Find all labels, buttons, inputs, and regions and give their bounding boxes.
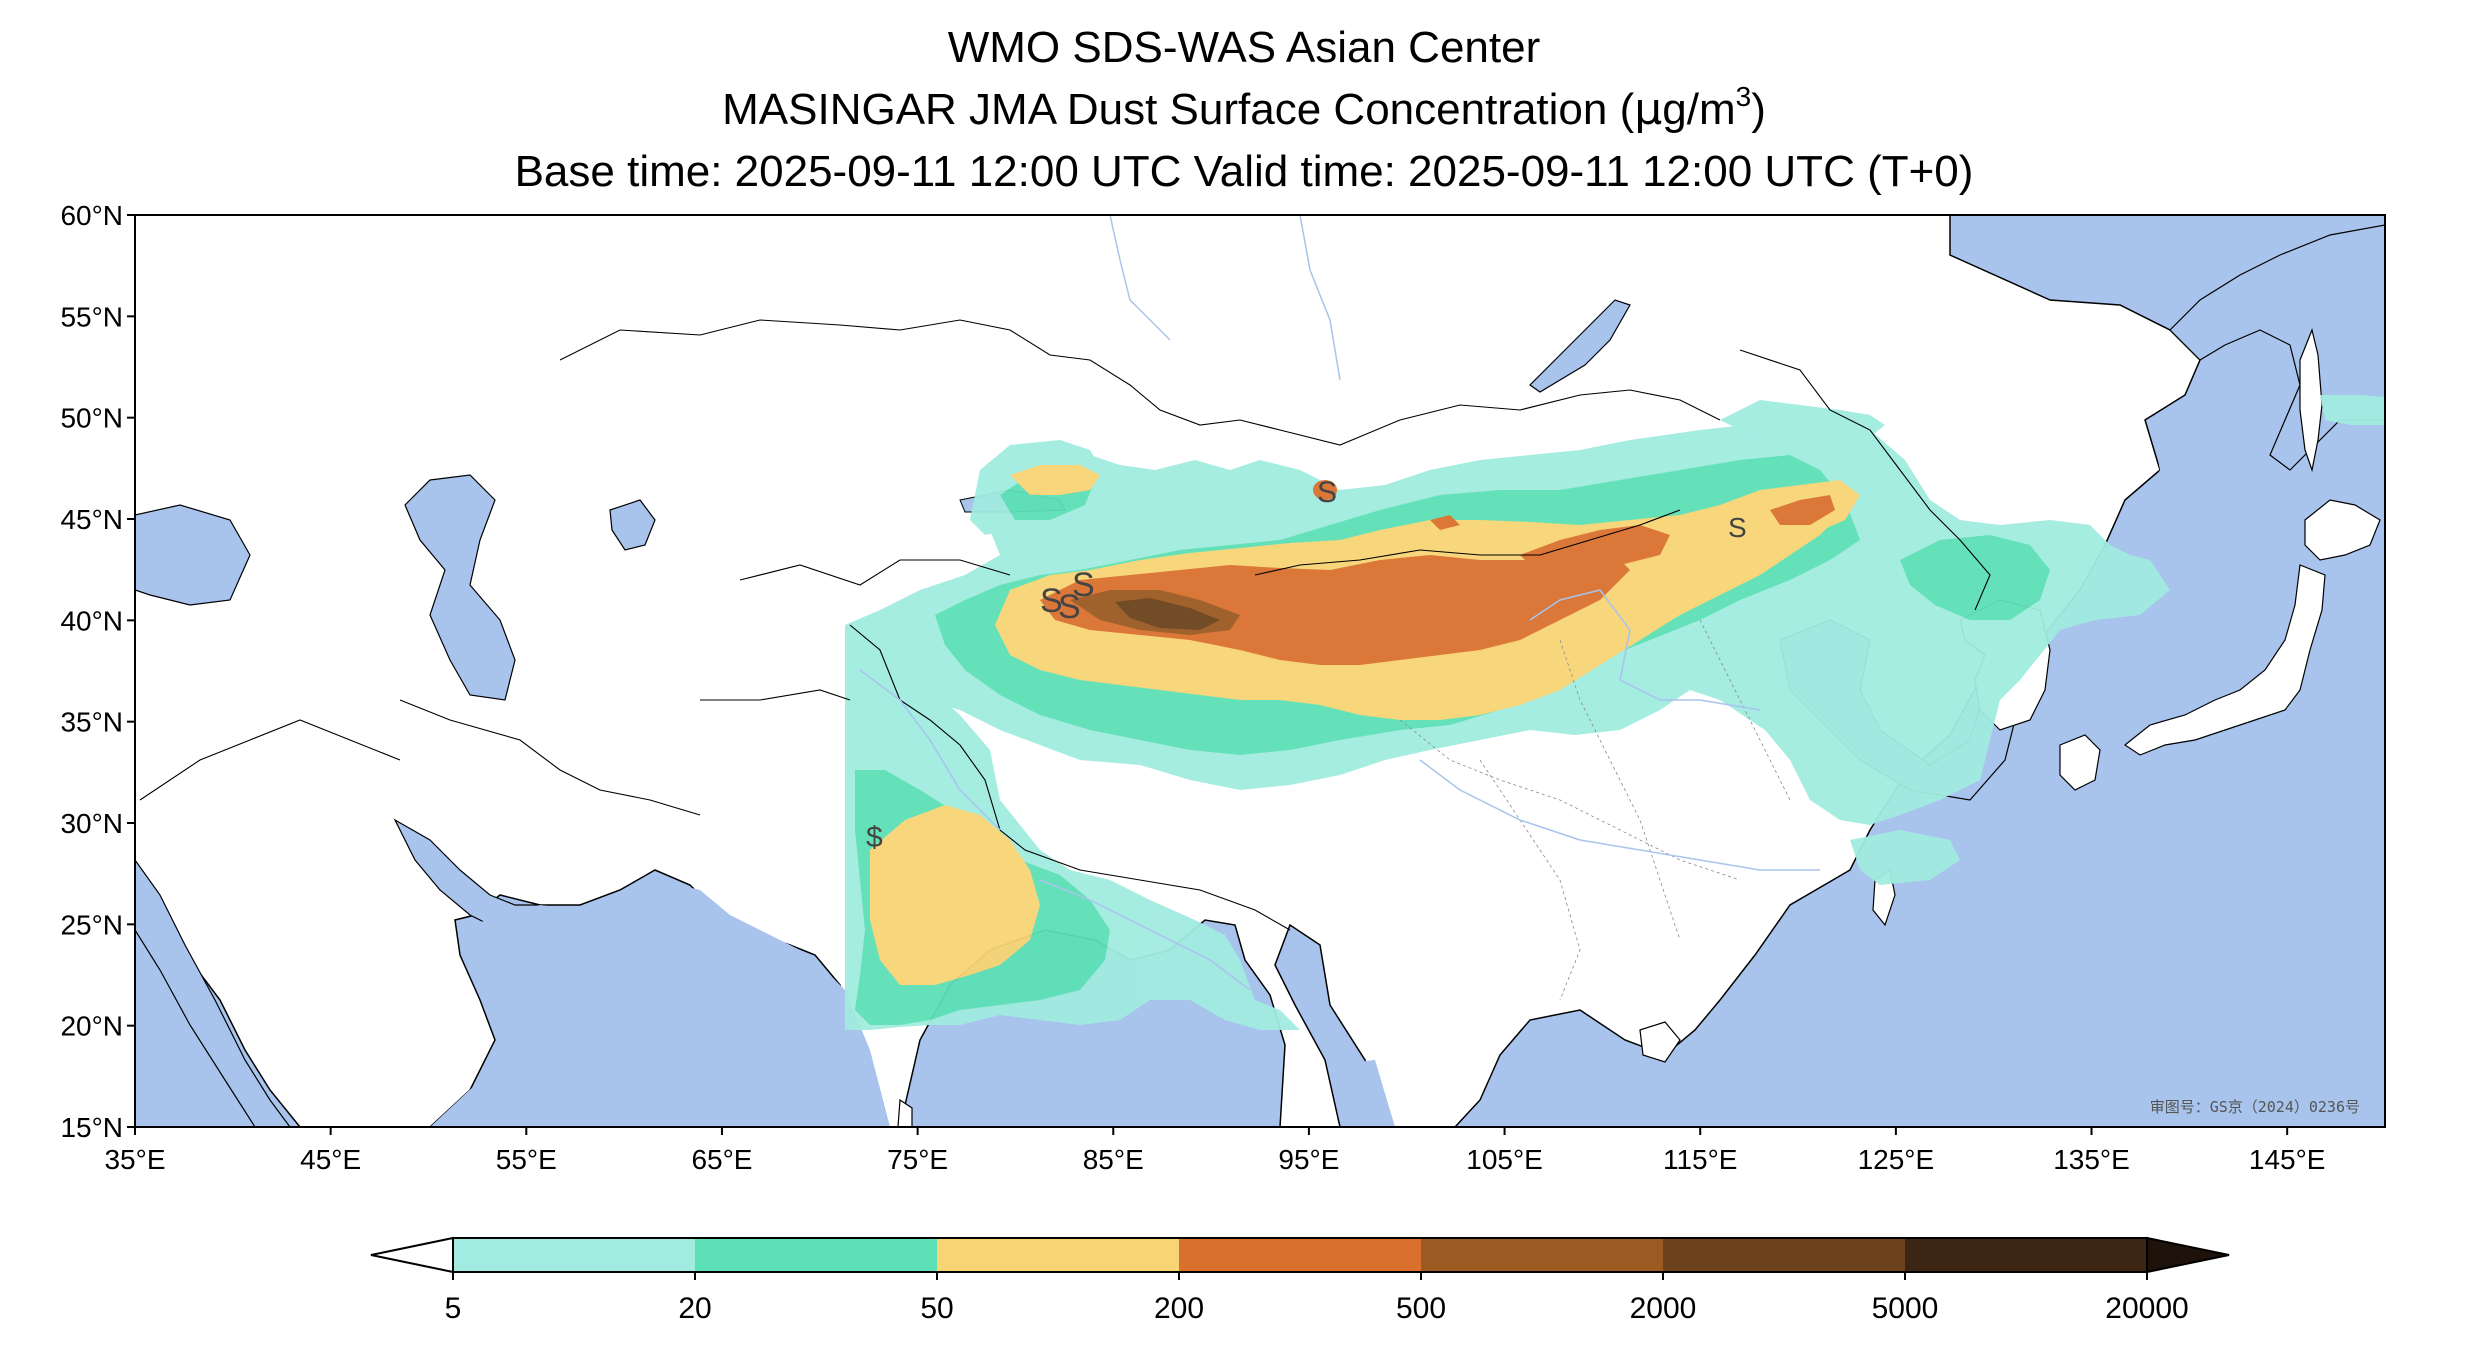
subtitle-unit: g/m (1662, 85, 1736, 134)
sri-lanka (897, 1098, 913, 1127)
dust-level-5-20-pacific (1850, 395, 2385, 885)
lon-tick-label: 55°E (496, 1144, 557, 1175)
storm-symbol: S (1040, 582, 1063, 620)
dust-storm-symbols: S S S S S $ (866, 476, 1747, 854)
lat-tick-label: 30°N (60, 808, 123, 839)
map-title: WMO SDS-WAS Asian Center (947, 23, 1541, 72)
approval-number: 审图号：GS京（2024）0236号 (2150, 1098, 2360, 1116)
arabian-sea (430, 880, 890, 1127)
lat-tick-label: 25°N (60, 909, 123, 940)
map-frame (134, 214, 2386, 1128)
subtitle-mu: μ (1634, 84, 1663, 135)
map-subtitle: MASINGAR JMA Dust Surface Concentration … (0, 81, 2488, 136)
rivers (859, 215, 1820, 991)
colorbar-tick-label: 20 (678, 1292, 711, 1325)
dust-concentration-field (845, 395, 2385, 1030)
lat-tick-label: 40°N (60, 605, 123, 636)
colorbar-over-extension (2146, 1236, 2230, 1274)
lon-tick-label: 145°E (2249, 1144, 2326, 1175)
lat-tick-label: 50°N (60, 403, 123, 434)
colorbar-segment (1905, 1238, 2148, 1272)
sakhalin-island (2299, 328, 2323, 473)
colorbar-tick-label: 200 (1154, 1292, 1204, 1325)
map-area: S S S S S $ (135, 215, 2385, 1127)
storm-symbol: S (1728, 512, 1747, 543)
red-sea (135, 858, 291, 1127)
subtitle-prefix: MASINGAR JMA Dust Surface Concentration … (722, 85, 1635, 134)
storm-symbol: $ (866, 821, 883, 854)
lat-tick-label: 55°N (60, 301, 123, 332)
lon-tick-label: 35°E (104, 1144, 165, 1175)
lon-tick-label: 85°E (1083, 1144, 1144, 1175)
lon-tick-label: 95°E (1278, 1144, 1339, 1175)
colorbar-tick-label: 5000 (1872, 1292, 1939, 1325)
lat-tick-label: 15°N (60, 1112, 123, 1143)
caspian-sea (404, 474, 516, 701)
colorbar-segment (453, 1238, 696, 1272)
subtitle-exponent: 3 (1735, 81, 1752, 112)
dust-level-5-20-manchuria (1720, 400, 1885, 455)
latitude-axis: 60°N 55°N 50°N 45°N 40°N 35°N 30°N 25°N 20°N 15°N (60, 200, 135, 1143)
dust-hotspot-mongolia (1313, 480, 1337, 500)
storm-symbol: S (1317, 476, 1337, 509)
lon-tick-label: 135°E (2053, 1144, 2130, 1175)
dust-level-20-50-korea (1900, 535, 2050, 620)
lon-tick-label: 45°E (300, 1144, 361, 1175)
lon-tick-label: 125°E (1858, 1144, 1935, 1175)
storm-symbol: S (1058, 588, 1081, 626)
lat-tick-label: 60°N (60, 200, 123, 231)
colorbar-frame (452, 1237, 2148, 1273)
longitude-axis: 35°E 45°E 55°E 65°E 75°E 85°E 95°E 105°E 115°E 12… (104, 1127, 2325, 1175)
colorbar-segment (937, 1238, 1180, 1272)
lat-tick-label: 20°N (60, 1011, 123, 1042)
lat-tick-label: 35°N (60, 707, 123, 738)
dust-level-50-200-thar (870, 805, 1040, 985)
dust-level-200-500 (1040, 550, 1630, 665)
colorbar-segment (1663, 1238, 1906, 1272)
colorbar-tick-label: 5 (445, 1292, 462, 1325)
colorbar-segment (1179, 1238, 1422, 1272)
colorbar: 5 20 50 200 500 2000 5000 20000 (370, 1236, 2230, 1325)
dust-level-2000-5000 (1115, 598, 1220, 630)
japan-kyushu (2059, 734, 2101, 791)
colorbar-under-extension (370, 1236, 454, 1274)
lon-tick-label: 65°E (691, 1144, 752, 1175)
lon-tick-label: 115°E (1663, 1144, 1738, 1175)
japan-hokkaido (2304, 499, 2381, 561)
colorbar-segment (1421, 1238, 1664, 1272)
japan-honshu (2123, 564, 2326, 756)
lon-tick-label: 75°E (887, 1144, 948, 1175)
lake-baikal (1529, 299, 1631, 393)
hainan-island (1639, 1021, 1681, 1063)
province-borders (1399, 619, 1791, 1001)
colorbar-segment (695, 1238, 938, 1272)
south-china-sea (1330, 560, 2385, 1127)
storm-symbol: S (1072, 566, 1095, 604)
subtitle-suffix: ) (1751, 85, 1766, 134)
colorbar-tick-label: 2000 (1630, 1292, 1697, 1325)
dust-level-50-200-north (1010, 465, 1100, 495)
black-sea (135, 504, 251, 606)
lon-tick-label: 105°E (1466, 1144, 1543, 1175)
aral-sea (609, 499, 656, 551)
colorbar-tick-label: 20000 (2105, 1292, 2188, 1325)
colorbar-tick-label: 50 (920, 1292, 953, 1325)
colorbar-tick-label: 500 (1396, 1292, 1446, 1325)
lat-tick-label: 45°N (60, 504, 123, 535)
time-info: Base time: 2025-09-11 12:00 UTC Valid ti… (514, 147, 1974, 196)
